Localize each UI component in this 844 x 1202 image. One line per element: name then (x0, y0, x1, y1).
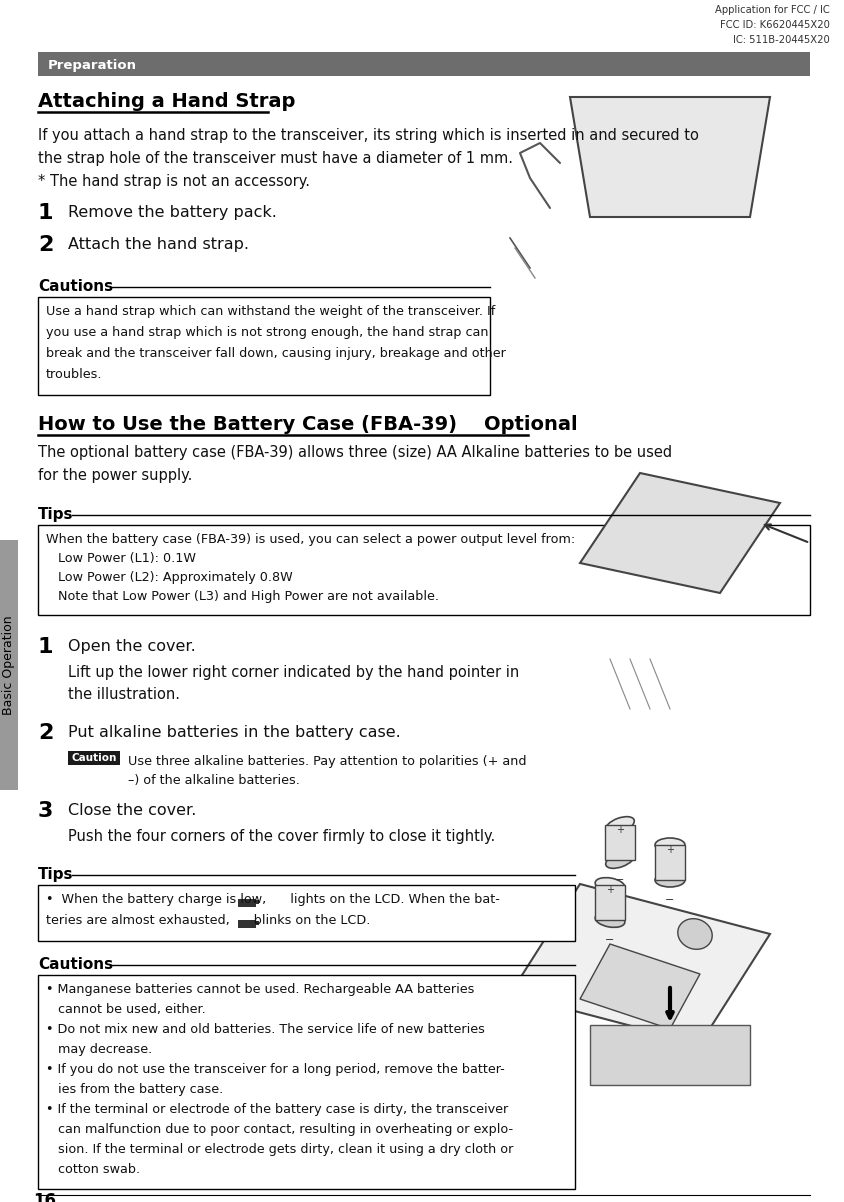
Text: 2: 2 (38, 722, 53, 743)
Ellipse shape (654, 873, 684, 887)
Text: break and the transceiver fall down, causing injury, breakage and other: break and the transceiver fall down, cau… (46, 347, 506, 361)
Text: you use a hand strap which is not strong enough, the hand strap can: you use a hand strap which is not strong… (46, 326, 488, 339)
Text: −: − (664, 895, 674, 905)
Text: • If you do not use the transceiver for a long period, remove the batter-: • If you do not use the transceiver for … (46, 1063, 504, 1076)
Text: Tips: Tips (38, 507, 73, 522)
Bar (654, 845, 684, 880)
Text: +: + (615, 825, 623, 835)
Text: How to Use the Battery Case (FBA-39)    Optional: How to Use the Battery Case (FBA-39) Opt… (38, 415, 577, 434)
Bar (589, 1025, 749, 1085)
Text: Attach the hand strap.: Attach the hand strap. (68, 237, 249, 252)
Text: Remove the battery pack.: Remove the battery pack. (68, 206, 277, 220)
Bar (256, 900, 259, 904)
Text: Push the four corners of the cover firmly to close it tightly.: Push the four corners of the cover firml… (68, 829, 495, 844)
Bar (238, 899, 256, 908)
Bar (594, 885, 625, 920)
Text: Cautions: Cautions (38, 279, 113, 294)
Text: Preparation: Preparation (48, 59, 137, 71)
Text: Low Power (L1): 0.1W: Low Power (L1): 0.1W (46, 552, 196, 565)
Text: * The hand strap is not an accessory.: * The hand strap is not an accessory. (38, 174, 310, 189)
Text: Close the cover.: Close the cover. (68, 803, 196, 819)
Text: +: + (605, 885, 614, 895)
Text: • Manganese batteries cannot be used. Rechargeable AA batteries: • Manganese batteries cannot be used. Re… (46, 983, 473, 996)
Text: Put alkaline batteries in the battery case.: Put alkaline batteries in the battery ca… (68, 725, 400, 740)
Text: Use a hand strap which can withstand the weight of the transceiver. If: Use a hand strap which can withstand the… (46, 305, 495, 319)
Ellipse shape (605, 816, 634, 833)
Text: Cautions: Cautions (38, 957, 113, 972)
Text: 1: 1 (38, 203, 53, 224)
Text: Attaching a Hand Strap: Attaching a Hand Strap (38, 93, 295, 111)
Polygon shape (579, 474, 779, 593)
Text: 3: 3 (38, 801, 53, 821)
Text: Basic Operation: Basic Operation (3, 615, 15, 715)
Text: The optional battery case (FBA-39) allows three (size) AA Alkaline batteries to : The optional battery case (FBA-39) allow… (38, 445, 671, 460)
Bar (256, 921, 259, 926)
Text: +: + (665, 845, 674, 855)
Text: • Do not mix new and old batteries. The service life of new batteries: • Do not mix new and old batteries. The … (46, 1023, 484, 1036)
Bar (68, 751, 120, 764)
Text: If you attach a hand strap to the transceiver, its string which is inserted in a: If you attach a hand strap to the transc… (38, 127, 698, 143)
Text: may decrease.: may decrease. (46, 1043, 152, 1057)
Text: Low Power (L2): Approximately 0.8W: Low Power (L2): Approximately 0.8W (46, 571, 292, 584)
Bar (0, 540, 18, 790)
Text: for the power supply.: for the power supply. (38, 468, 192, 483)
Text: troubles.: troubles. (46, 368, 102, 381)
Ellipse shape (594, 912, 624, 928)
Text: −: − (614, 875, 624, 885)
Text: Note that Low Power (L3) and High Power are not available.: Note that Low Power (L3) and High Power … (46, 590, 439, 603)
Text: Tips: Tips (38, 867, 73, 882)
Text: • If the terminal or electrode of the battery case is dirty, the transceiver: • If the terminal or electrode of the ba… (46, 1103, 507, 1115)
Text: Caution: Caution (71, 752, 116, 763)
Ellipse shape (605, 852, 634, 868)
Text: 2: 2 (38, 236, 53, 255)
Ellipse shape (654, 838, 684, 852)
Polygon shape (570, 97, 769, 218)
Bar (604, 825, 634, 859)
Text: ies from the battery case.: ies from the battery case. (46, 1083, 223, 1096)
Bar (38, 525, 809, 615)
Bar (38, 52, 809, 76)
Bar (38, 885, 574, 941)
Text: Open the cover.: Open the cover. (68, 639, 196, 654)
Text: When the battery case (FBA-39) is used, you can select a power output level from: When the battery case (FBA-39) is used, … (46, 532, 575, 546)
Text: Use three alkaline batteries. Pay attention to polarities (+ and: Use three alkaline batteries. Pay attent… (127, 755, 526, 768)
Text: can malfunction due to poor contact, resulting in overheating or explo-: can malfunction due to poor contact, res… (46, 1123, 512, 1136)
Text: teries are almost exhausted,      blinks on the LCD.: teries are almost exhausted, blinks on t… (46, 914, 370, 927)
Ellipse shape (594, 877, 624, 892)
Bar (38, 975, 574, 1189)
Text: Application for FCC / IC
FCC ID: K6620445X20
IC: 511B-20445X20: Application for FCC / IC FCC ID: K662044… (714, 5, 829, 44)
Text: cotton swab.: cotton swab. (46, 1164, 140, 1176)
Text: Lift up the lower right corner indicated by the hand pointer in: Lift up the lower right corner indicated… (68, 665, 518, 680)
Text: −: − (604, 935, 614, 945)
Bar (38, 297, 490, 395)
Text: the illustration.: the illustration. (68, 688, 180, 702)
Polygon shape (510, 883, 769, 1045)
Bar (238, 920, 256, 928)
Text: 16: 16 (33, 1192, 56, 1202)
Text: 1: 1 (38, 637, 53, 657)
Text: –) of the alkaline batteries.: –) of the alkaline batteries. (127, 774, 300, 787)
Text: •  When the battery charge is low,      lights on the LCD. When the bat-: • When the battery charge is low, lights… (46, 893, 500, 906)
Ellipse shape (677, 918, 711, 950)
Text: sion. If the terminal or electrode gets dirty, clean it using a dry cloth or: sion. If the terminal or electrode gets … (46, 1143, 513, 1156)
Text: the strap hole of the transceiver must have a diameter of 1 mm.: the strap hole of the transceiver must h… (38, 151, 512, 166)
Text: cannot be used, either.: cannot be used, either. (46, 1002, 205, 1016)
Polygon shape (579, 944, 699, 1029)
